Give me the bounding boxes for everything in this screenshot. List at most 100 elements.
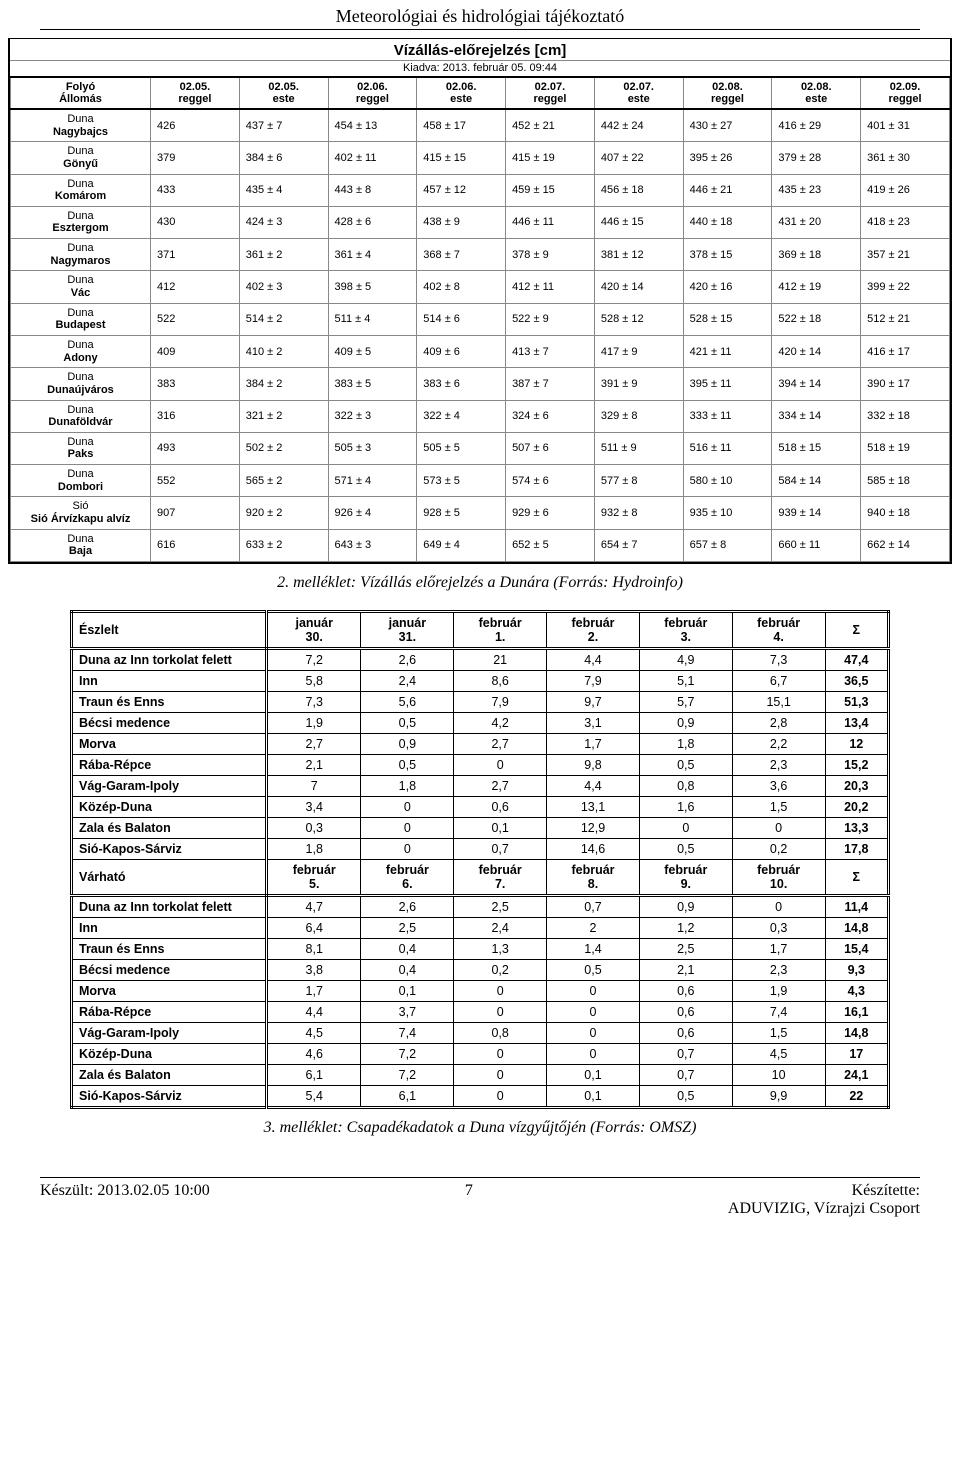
precip-value: 0 [454, 754, 547, 775]
forecast-value: 438 ± 9 [417, 206, 506, 238]
precip-value: 2,2 [732, 733, 825, 754]
forecast-value: 426 [151, 109, 240, 142]
forecast-value: 514 ± 2 [239, 303, 328, 335]
precip-value: 4,9 [639, 648, 732, 670]
table-row: Inn5,82,48,67,95,16,736,5 [72, 670, 889, 691]
table-row: Zala és Balaton6,17,200,10,71024,1 [72, 1064, 889, 1085]
precip-value: 1,5 [732, 1022, 825, 1043]
precip-value: 1,4 [547, 938, 640, 959]
forecast-value: 662 ± 14 [861, 529, 950, 561]
precip-row-label: Zala és Balaton [72, 1064, 267, 1085]
table-row: Sió-Kapos-Sárviz1,800,714,60,50,217,8 [72, 838, 889, 859]
precip-value: 7 [267, 775, 361, 796]
precip-value: 1,9 [267, 712, 361, 733]
forecast-value: 420 ± 14 [772, 335, 861, 367]
precip-value: 5,4 [267, 1085, 361, 1107]
table-row: DunaKomárom433435 ± 4443 ± 8457 ± 12459 … [11, 174, 950, 206]
precip-value: 3,1 [547, 712, 640, 733]
table-row: SióSió Árvízkapu alvíz907920 ± 2926 ± 49… [11, 497, 950, 529]
precip-col-head: február3. [639, 611, 732, 648]
precip-value: 0 [639, 817, 732, 838]
precip-value: 0,3 [732, 917, 825, 938]
precip-value: 2,7 [454, 733, 547, 754]
caption-forecast: 2. melléklet: Vízállás előrejelzés a Dun… [40, 574, 920, 592]
forecast-value: 430 ± 27 [683, 109, 772, 142]
precip-value: 9,7 [547, 691, 640, 712]
precip-value: 13,3 [825, 817, 888, 838]
forecast-value: 334 ± 14 [772, 400, 861, 432]
forecast-value: 384 ± 6 [239, 142, 328, 174]
forecast-value: 459 ± 15 [506, 174, 595, 206]
precip-value: 0,1 [454, 817, 547, 838]
footer-right: Készítette: ADUVIZIG, Vízrajzi Csoport [728, 1182, 920, 1218]
precip-value: 12 [825, 733, 888, 754]
precip-row-label: Inn [72, 917, 267, 938]
forecast-value: 399 ± 22 [861, 271, 950, 303]
precip-value: 14,8 [825, 1022, 888, 1043]
precip-value: 51,3 [825, 691, 888, 712]
precip-value: 4,3 [825, 980, 888, 1001]
precip-value: 0,7 [454, 838, 547, 859]
precip-value: 8,6 [454, 670, 547, 691]
precip-value: 7,3 [267, 691, 361, 712]
table-row: Közép-Duna3,400,613,11,61,520,2 [72, 796, 889, 817]
forecast-table-container: Vízállás-előrejelzés [cm] Kiadva: 2013. … [8, 38, 952, 564]
precip-value: 2,3 [732, 959, 825, 980]
forecast-value: 932 ± 8 [594, 497, 683, 529]
precip-value: 4,2 [454, 712, 547, 733]
precip-value: 0 [454, 1064, 547, 1085]
footer-page-number: 7 [465, 1182, 473, 1200]
precip-value: 0 [361, 817, 454, 838]
precip-value: 24,1 [825, 1064, 888, 1085]
precip-value: 15,1 [732, 691, 825, 712]
precip-value: 0 [454, 1001, 547, 1022]
forecast-value: 402 ± 11 [328, 142, 417, 174]
station-cell: DunaKomárom [11, 174, 151, 206]
precip-table-container: Észleltjanuár30.január31.február1.februá… [70, 610, 920, 1109]
precip-row-label: Közép-Duna [72, 1043, 267, 1064]
precip-value: 11,4 [825, 895, 888, 917]
forecast-value: 649 ± 4 [417, 529, 506, 561]
precip-value: 0,5 [547, 959, 640, 980]
precip-value: 6,4 [267, 917, 361, 938]
forecast-value: 420 ± 16 [683, 271, 772, 303]
precip-value: 7,9 [454, 691, 547, 712]
forecast-value: 430 [151, 206, 240, 238]
forecast-value: 505 ± 5 [417, 432, 506, 464]
forecast-value: 633 ± 2 [239, 529, 328, 561]
precip-value: 0,5 [639, 754, 732, 775]
precip-value: 7,3 [732, 648, 825, 670]
table-row: Duna az Inn torkolat felett7,22,6214,44,… [72, 648, 889, 670]
forecast-value: 440 ± 18 [683, 206, 772, 238]
forecast-value: 322 ± 3 [328, 400, 417, 432]
precip-value: 9,3 [825, 959, 888, 980]
precip-value: 2,5 [454, 895, 547, 917]
station-cell: DunaVác [11, 271, 151, 303]
table-row: DunaDunaföldvár316321 ± 2322 ± 3322 ± 43… [11, 400, 950, 432]
precip-value: 1,8 [639, 733, 732, 754]
forecast-value: 415 ± 15 [417, 142, 506, 174]
forecast-value: 493 [151, 432, 240, 464]
precip-value: 1,9 [732, 980, 825, 1001]
forecast-value: 391 ± 9 [594, 368, 683, 400]
table-row: Zala és Balaton0,300,112,90013,3 [72, 817, 889, 838]
precip-value: 9,8 [547, 754, 640, 775]
table-row: DunaEsztergom430424 ± 3428 ± 6438 ± 9446… [11, 206, 950, 238]
forecast-col-head: 02.08.este [772, 77, 861, 109]
precip-value: 0 [361, 796, 454, 817]
precip-value: 0 [547, 1043, 640, 1064]
precip-value: 1,8 [267, 838, 361, 859]
forecast-value: 616 [151, 529, 240, 561]
forecast-value: 522 [151, 303, 240, 335]
forecast-value: 412 [151, 271, 240, 303]
precip-col-head: Σ [825, 859, 888, 895]
precip-row-label: Inn [72, 670, 267, 691]
precip-row-label: Vág-Garam-Ipoly [72, 1022, 267, 1043]
precip-col-head: február10. [732, 859, 825, 895]
forecast-value: 378 ± 9 [506, 239, 595, 271]
precip-value: 0 [454, 1043, 547, 1064]
forecast-value: 446 ± 21 [683, 174, 772, 206]
precip-value: 0,8 [639, 775, 732, 796]
station-cell: DunaDunaföldvár [11, 400, 151, 432]
precip-value: 4,4 [547, 648, 640, 670]
